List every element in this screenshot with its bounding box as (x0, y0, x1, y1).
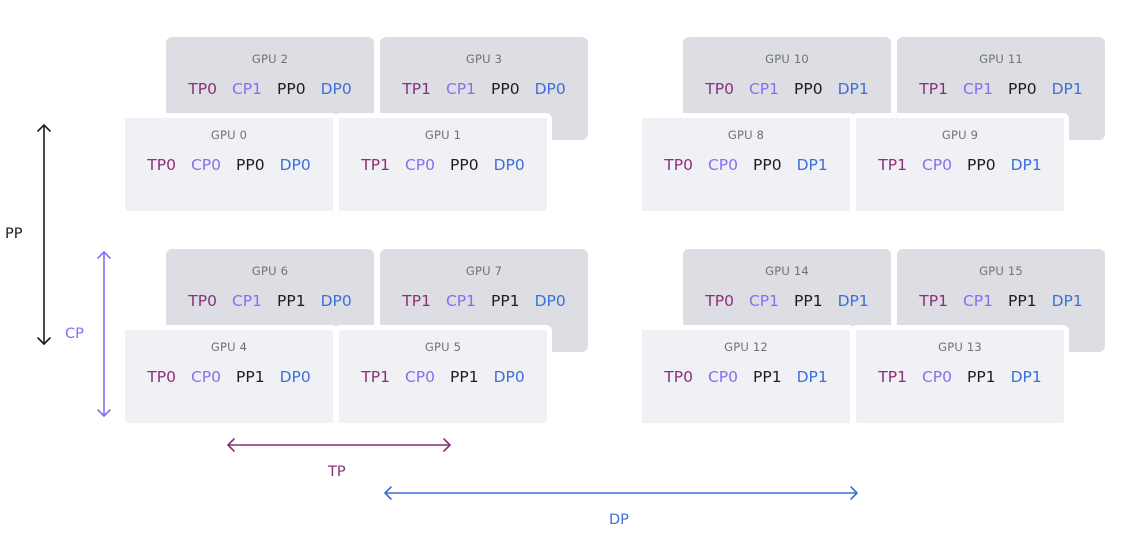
tp-tag: TP0 (705, 80, 734, 98)
tp-tag: TP0 (664, 368, 693, 386)
dp-tag: DP0 (493, 156, 525, 174)
gpu-title: GPU 7 (465, 264, 503, 278)
gpu-card-1: GPU 1 TP1 CP0 PP0 DP0 (334, 113, 552, 216)
pp-tag: PP0 (277, 80, 306, 98)
tp-tag: TP0 (705, 292, 734, 310)
cp-tag: CP0 (404, 156, 435, 174)
dp-tag: DP1 (1010, 156, 1042, 174)
pp-arrow (37, 124, 51, 345)
dp-tag: DP0 (279, 368, 311, 386)
tp-tag: TP1 (878, 156, 907, 174)
pp-tag: PP1 (967, 368, 996, 386)
cp-tag: CP0 (707, 156, 738, 174)
dp-tag: DP1 (1051, 80, 1083, 98)
dp-tag: DP1 (837, 80, 869, 98)
gpu-card-4: GPU 4 TP0 CP0 PP1 DP0 (120, 325, 338, 428)
cp-tag: CP0 (921, 156, 952, 174)
cp-tag: CP0 (190, 368, 221, 386)
gpu-card-12: GPU 12 TP0 CP0 PP1 DP1 (637, 325, 855, 428)
tp-tag: TP1 (361, 368, 390, 386)
tp-tag: TP1 (402, 80, 431, 98)
pp-tag: PP1 (753, 368, 782, 386)
dp-tag: DP0 (534, 292, 566, 310)
gpu-title: GPU 9 (941, 128, 979, 142)
gpu-title: GPU 1 (424, 128, 462, 142)
cp-tag: CP1 (445, 80, 476, 98)
pp-tag: PP1 (450, 368, 479, 386)
dp-tag: DP1 (837, 292, 869, 310)
tp-tag: TP1 (919, 292, 948, 310)
dp-tag: DP0 (493, 368, 525, 386)
cp-tag: CP1 (231, 292, 262, 310)
cp-arrow (97, 251, 111, 417)
dp-tag: DP1 (796, 368, 828, 386)
gpu-title: GPU 8 (727, 128, 765, 142)
cp-tag: CP1 (445, 292, 476, 310)
gpu-title: GPU 0 (210, 128, 248, 142)
tp-tag: TP0 (147, 368, 176, 386)
dp-tag: DP0 (279, 156, 311, 174)
dp-tag: DP1 (796, 156, 828, 174)
gpu-title: GPU 5 (424, 340, 462, 354)
dp-tag: DP0 (534, 80, 566, 98)
tp-axis-label: TP (328, 464, 346, 480)
pp-tag: PP0 (1008, 80, 1037, 98)
pp-tag: PP0 (794, 80, 823, 98)
cp-tag: CP0 (190, 156, 221, 174)
pp-axis-label: PP (5, 226, 23, 242)
dp-axis-label: DP (609, 512, 629, 528)
pp-tag: PP0 (450, 156, 479, 174)
gpu-card-0: GPU 0 TP0 CP0 PP0 DP0 (120, 113, 338, 216)
pp-tag: PP0 (967, 156, 996, 174)
dp-arrow (384, 486, 858, 500)
pp-tag: PP1 (794, 292, 823, 310)
gpu-title: GPU 12 (724, 340, 768, 354)
pp-tag: PP0 (753, 156, 782, 174)
tp-tag: TP1 (402, 292, 431, 310)
dp-tag: DP0 (320, 292, 352, 310)
pp-tag: PP1 (277, 292, 306, 310)
pp-tag: PP0 (491, 80, 520, 98)
gpu-title: GPU 15 (979, 264, 1023, 278)
tp-tag: TP0 (664, 156, 693, 174)
gpu-card-9: GPU 9 TP1 CP0 PP0 DP1 (851, 113, 1069, 216)
tp-tag: TP1 (361, 156, 390, 174)
tp-tag: TP0 (188, 80, 217, 98)
cp-tag: CP1 (231, 80, 262, 98)
tp-tag: TP0 (188, 292, 217, 310)
cp-axis-label: CP (65, 326, 84, 342)
gpu-card-13: GPU 13 TP1 CP0 PP1 DP1 (851, 325, 1069, 428)
cp-tag: CP1 (962, 80, 993, 98)
pp-tag: PP1 (491, 292, 520, 310)
tp-tag: TP1 (878, 368, 907, 386)
gpu-title: GPU 14 (765, 264, 809, 278)
dp-tag: DP1 (1051, 292, 1083, 310)
gpu-title: GPU 13 (938, 340, 982, 354)
gpu-title: GPU 3 (465, 52, 503, 66)
pp-tag: PP0 (236, 156, 265, 174)
gpu-title: GPU 11 (979, 52, 1023, 66)
cp-tag: CP0 (921, 368, 952, 386)
pp-tag: PP1 (1008, 292, 1037, 310)
tp-tag: TP1 (919, 80, 948, 98)
cp-tag: CP0 (707, 368, 738, 386)
cp-tag: CP1 (748, 80, 779, 98)
tp-arrow (227, 438, 451, 452)
gpu-title: GPU 10 (765, 52, 809, 66)
dp-tag: DP0 (320, 80, 352, 98)
gpu-title: GPU 4 (210, 340, 248, 354)
tp-tag: TP0 (147, 156, 176, 174)
dp-tag: DP1 (1010, 368, 1042, 386)
pp-tag: PP1 (236, 368, 265, 386)
gpu-card-5: GPU 5 TP1 CP0 PP1 DP0 (334, 325, 552, 428)
cp-tag: CP0 (404, 368, 435, 386)
cp-tag: CP1 (748, 292, 779, 310)
cp-tag: CP1 (962, 292, 993, 310)
gpu-title: GPU 6 (251, 264, 289, 278)
gpu-title: GPU 2 (251, 52, 289, 66)
